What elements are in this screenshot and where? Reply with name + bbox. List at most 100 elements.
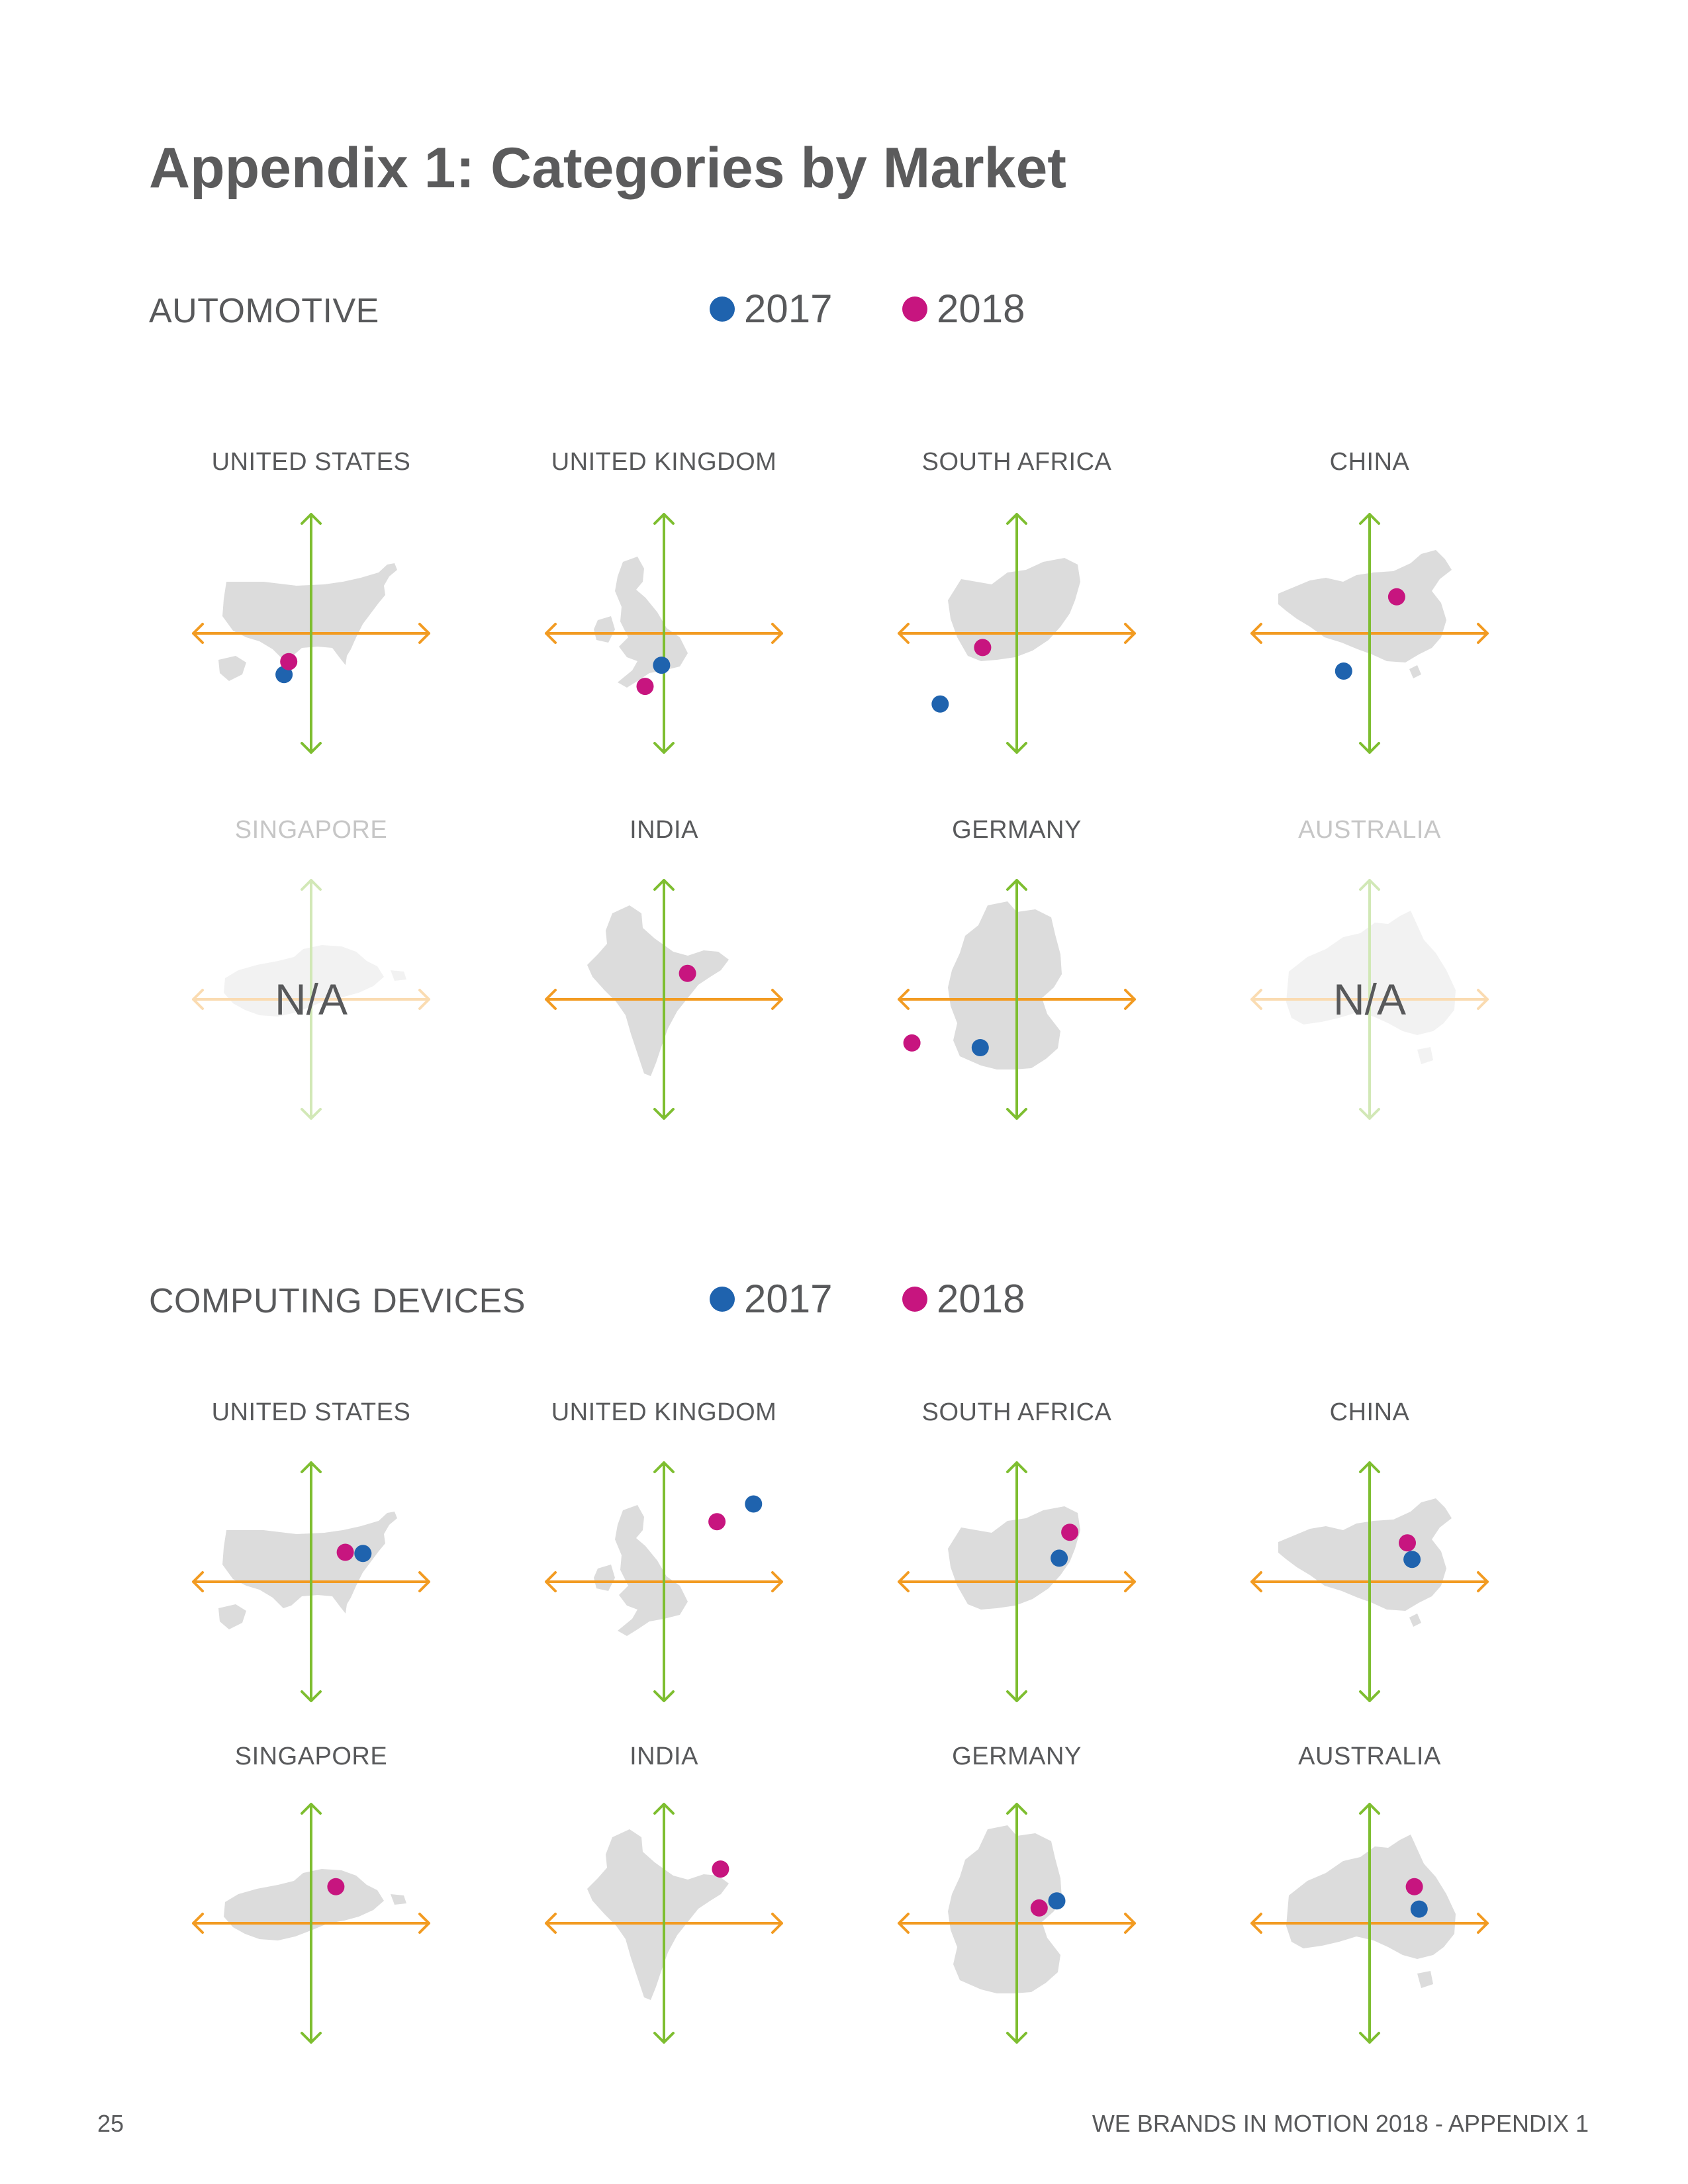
data-point-2017 bbox=[1048, 1892, 1066, 1910]
market-chart-singapore bbox=[185, 1797, 437, 2049]
legend-item-2017-computing: 2017 bbox=[710, 1276, 832, 1322]
data-point-2018 bbox=[336, 1543, 354, 1561]
data-point-2018 bbox=[974, 639, 992, 657]
market-label: GERMANY bbox=[952, 816, 1082, 844]
y-axis-arrow bbox=[653, 879, 675, 1120]
data-point-2018 bbox=[1399, 1534, 1416, 1552]
legend-label-2018: 2018 bbox=[937, 287, 1025, 331]
not-available-label: N/A bbox=[274, 975, 348, 1024]
y-axis-arrow bbox=[301, 1461, 322, 1702]
quadrant-plot bbox=[1250, 1803, 1489, 2044]
market-label: UNITED KINGDOM bbox=[551, 1398, 777, 1426]
market-chart-south-africa bbox=[891, 1456, 1143, 1707]
market-label: SINGAPORE bbox=[234, 816, 388, 844]
y-axis-arrow bbox=[653, 1803, 675, 2044]
market-label: UNITED STATES bbox=[211, 1398, 411, 1426]
section-title-computing-devices: COMPUTING DEVICES bbox=[149, 1282, 526, 1320]
market-chart-australia bbox=[1244, 1797, 1495, 2049]
footer-text: WE BRANDS IN MOTION 2018 - APPENDIX 1 bbox=[1092, 2110, 1589, 2137]
y-axis-arrow bbox=[1006, 1803, 1027, 2044]
data-point-2017 bbox=[275, 666, 293, 684]
market-chart-india bbox=[538, 1797, 790, 2049]
data-point-2017 bbox=[1335, 662, 1352, 680]
market-label: AUSTRALIA bbox=[1298, 816, 1441, 844]
market-label: UNITED KINGDOM bbox=[551, 448, 777, 476]
quadrant-plot bbox=[1250, 1461, 1489, 1702]
india-map-silhouette bbox=[587, 905, 729, 1076]
y-axis-arrow bbox=[653, 1461, 675, 1702]
page-number: 25 bbox=[97, 2110, 124, 2137]
india-map-silhouette bbox=[587, 1829, 729, 2000]
market-label: GERMANY bbox=[952, 1743, 1082, 1770]
china-map-silhouette bbox=[1278, 550, 1452, 678]
china-map-silhouette bbox=[1278, 1498, 1452, 1627]
legend-dot-2017 bbox=[710, 1286, 735, 1312]
south-africa-map-silhouette bbox=[948, 558, 1080, 661]
market-chart-usa bbox=[185, 508, 437, 759]
data-point-2017 bbox=[745, 1495, 763, 1513]
data-point-2018 bbox=[1387, 588, 1405, 606]
legend-item-2017: 2017 bbox=[710, 286, 832, 332]
page-title: Appendix 1: Categories by Market bbox=[149, 136, 1066, 200]
y-axis-arrow bbox=[301, 879, 322, 1120]
data-point-2018 bbox=[708, 1513, 726, 1531]
data-point-2017 bbox=[971, 1039, 989, 1056]
quadrant-plot bbox=[545, 513, 783, 754]
usa-map-silhouette bbox=[218, 563, 397, 681]
data-point-2018 bbox=[280, 653, 298, 670]
market-label: SOUTH AFRICA bbox=[921, 448, 1112, 476]
y-axis-arrow bbox=[653, 513, 675, 754]
data-point-2018 bbox=[712, 1860, 729, 1878]
quadrant-plot bbox=[192, 879, 430, 1120]
data-point-2018 bbox=[679, 964, 696, 982]
legend-label-2017: 2017 bbox=[744, 1277, 833, 1321]
quadrant-plot bbox=[1250, 513, 1489, 754]
market-label: AUSTRALIA bbox=[1298, 1743, 1441, 1770]
market-chart-south-africa bbox=[891, 508, 1143, 759]
data-point-2017 bbox=[931, 695, 949, 713]
data-point-2018 bbox=[1061, 1524, 1079, 1541]
quadrant-plot bbox=[898, 1461, 1136, 1702]
y-axis-arrow bbox=[1359, 1461, 1380, 1702]
data-point-2017 bbox=[1410, 1900, 1428, 1918]
market-chart-singapore: N/A bbox=[185, 874, 437, 1125]
market-label: INDIA bbox=[630, 816, 698, 844]
market-chart-usa bbox=[185, 1456, 437, 1707]
y-axis-arrow bbox=[1006, 513, 1027, 754]
uk-map-silhouette bbox=[594, 1505, 688, 1636]
quadrant-plot bbox=[1250, 879, 1489, 1120]
singapore-map-silhouette bbox=[224, 945, 406, 1017]
market-chart-germany bbox=[891, 1797, 1143, 2049]
quadrant-plot bbox=[898, 1803, 1136, 2044]
market-label: INDIA bbox=[630, 1743, 698, 1770]
quadrant-plot bbox=[545, 879, 783, 1120]
uk-map-silhouette bbox=[594, 557, 688, 688]
quadrant-plot bbox=[898, 513, 1136, 754]
legend-label-2018: 2018 bbox=[937, 1277, 1025, 1321]
germany-map-silhouette bbox=[948, 901, 1062, 1069]
market-label: SINGAPORE bbox=[234, 1743, 388, 1770]
singapore-map-silhouette bbox=[224, 1869, 406, 1940]
data-point-2018 bbox=[327, 1878, 345, 1895]
data-point-2017 bbox=[354, 1545, 372, 1563]
market-label: CHINA bbox=[1329, 448, 1410, 476]
quadrant-plot bbox=[192, 1461, 430, 1702]
market-chart-uk bbox=[538, 508, 790, 759]
y-axis-arrow bbox=[1359, 879, 1380, 1120]
market-label: UNITED STATES bbox=[211, 448, 411, 476]
data-point-2018 bbox=[903, 1034, 921, 1052]
legend-label-2017: 2017 bbox=[744, 287, 833, 331]
x-axis-arrow bbox=[1250, 989, 1489, 1010]
y-axis-arrow bbox=[1359, 513, 1380, 754]
market-label: SOUTH AFRICA bbox=[921, 1398, 1112, 1426]
market-chart-india bbox=[538, 874, 790, 1125]
y-axis-arrow bbox=[1006, 879, 1027, 1120]
data-point-2018 bbox=[1405, 1878, 1423, 1895]
quadrant-plot bbox=[898, 879, 1136, 1120]
y-axis-arrow bbox=[301, 513, 322, 754]
data-point-2018 bbox=[1030, 1899, 1048, 1917]
data-point-2018 bbox=[636, 678, 654, 696]
market-chart-australia: N/A bbox=[1244, 874, 1495, 1125]
quadrant-plot bbox=[545, 1803, 783, 2044]
quadrant-plot bbox=[192, 513, 430, 754]
